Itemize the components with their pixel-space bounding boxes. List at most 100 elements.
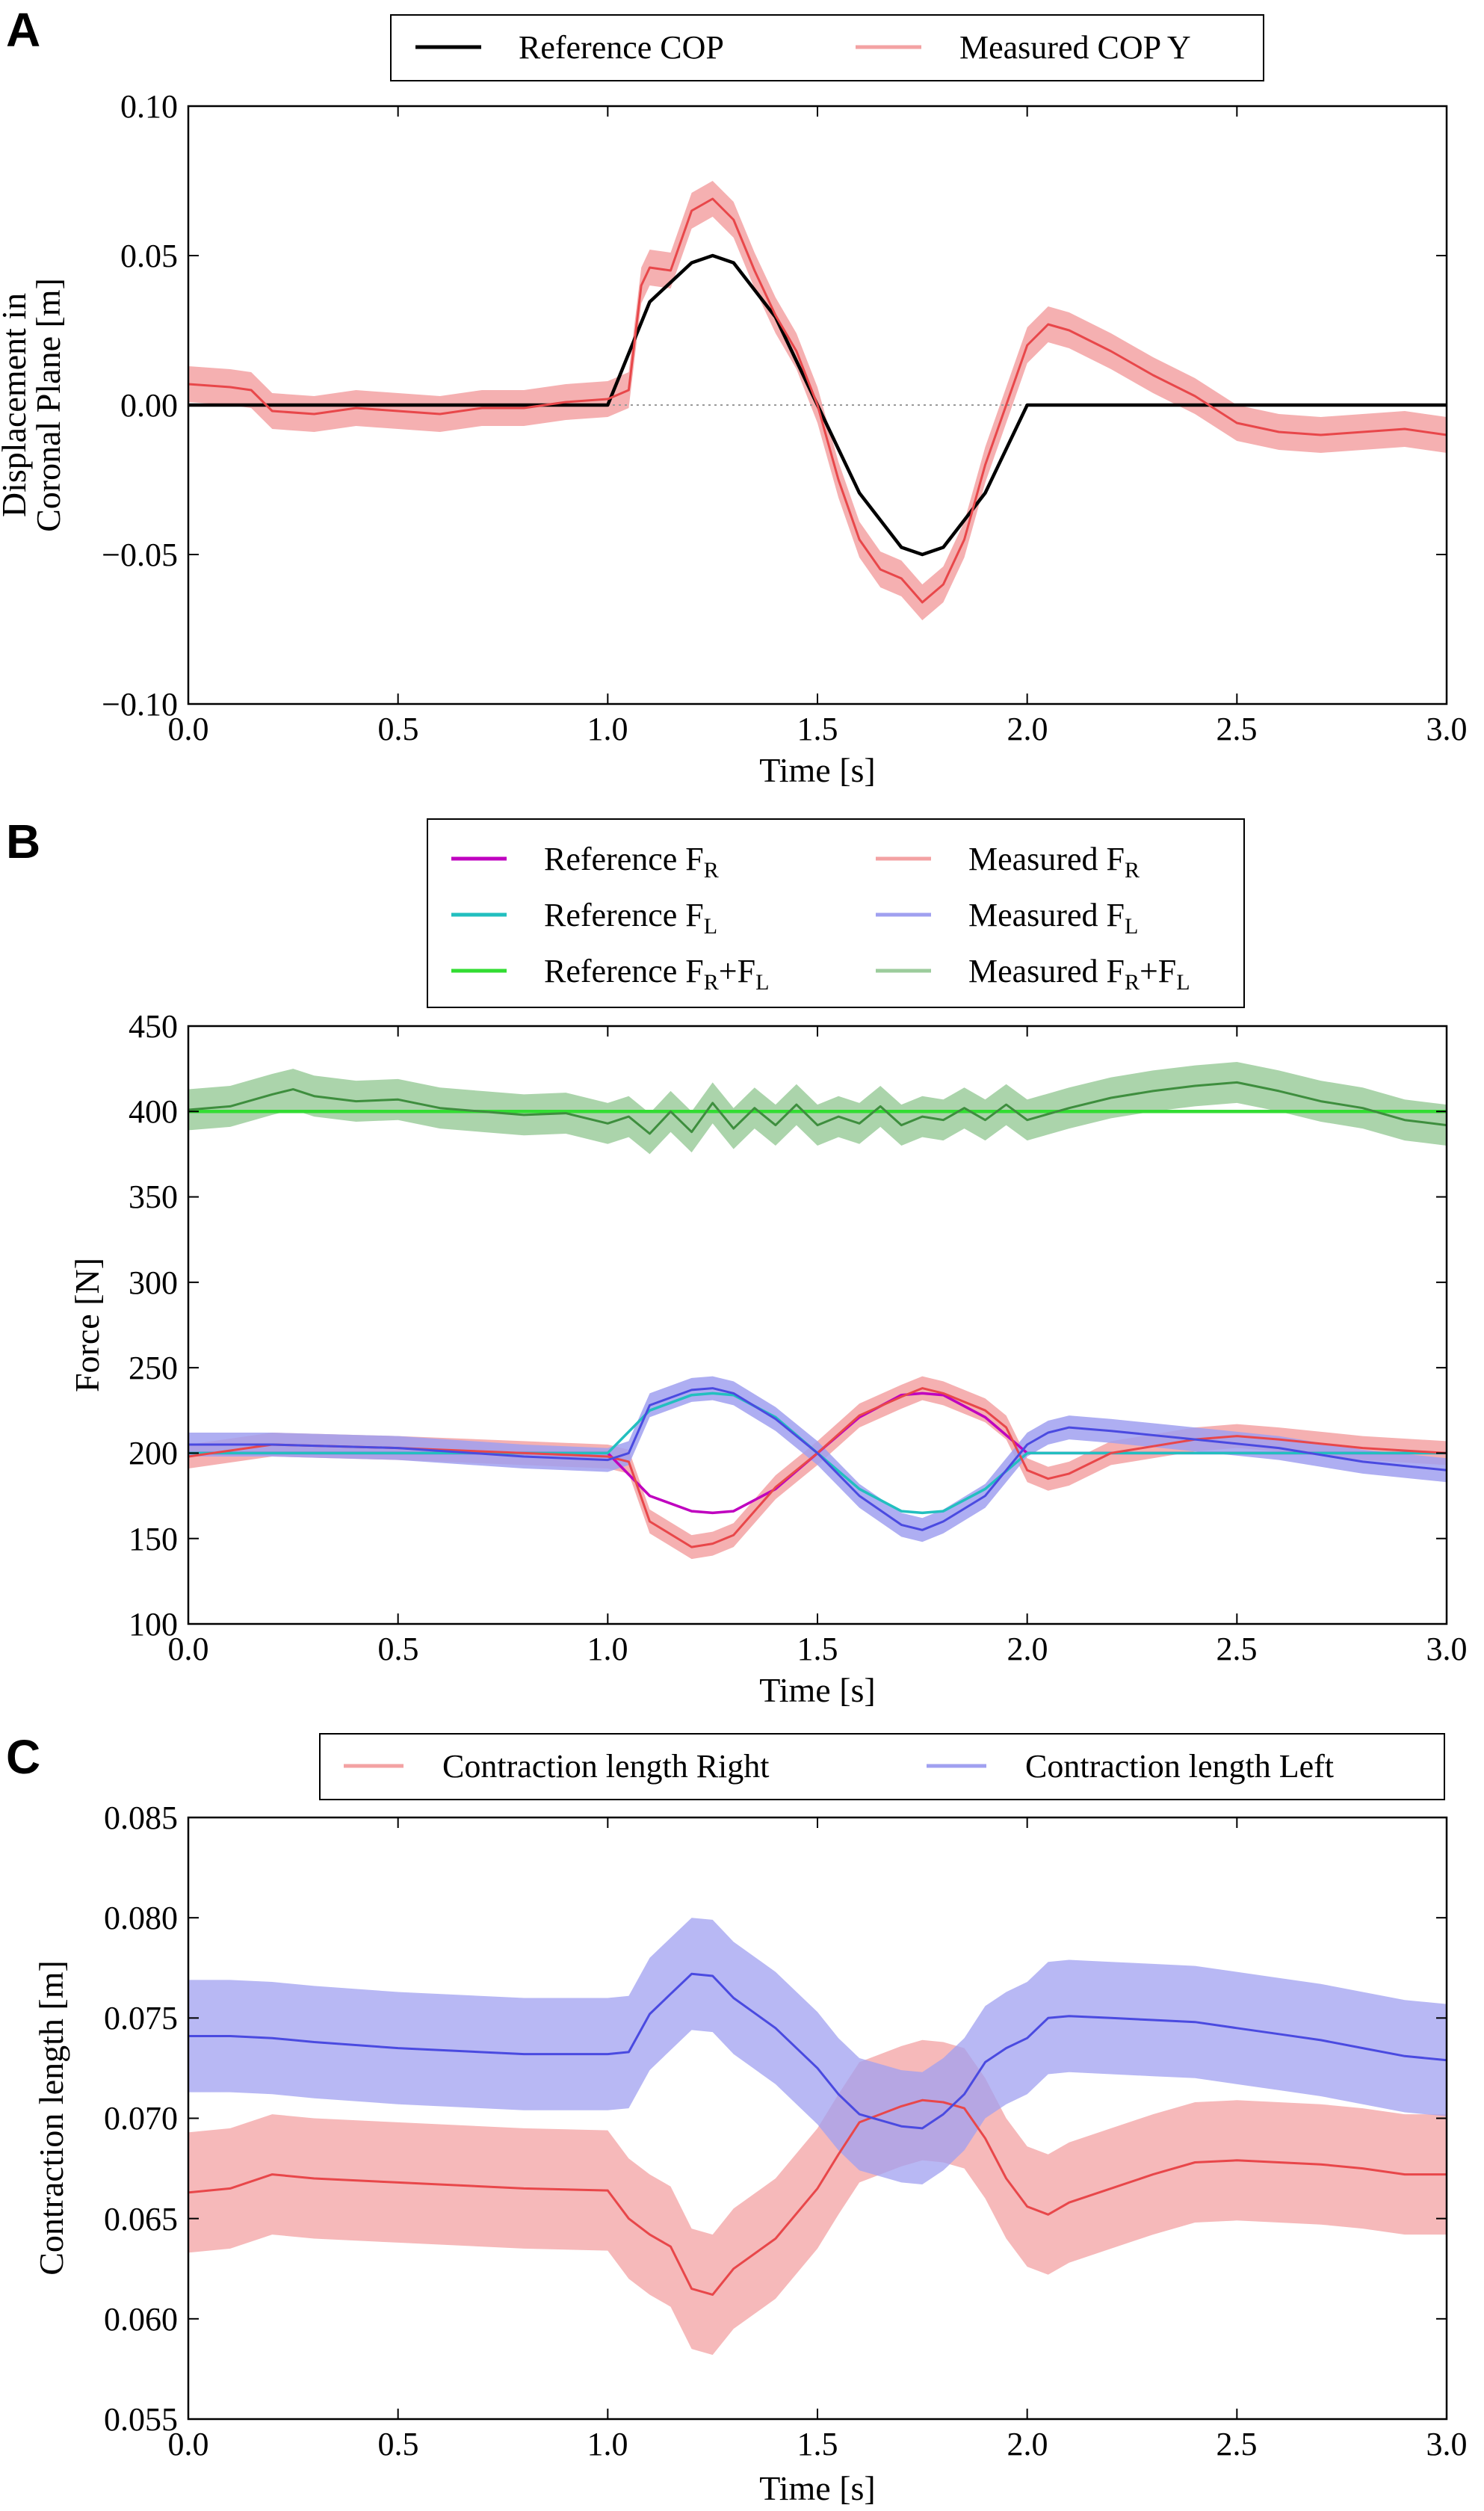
x-tick-label: 0.0 [168, 2426, 209, 2462]
y-tick-label: 250 [129, 1350, 178, 1386]
legend-label-measured-sum: Measured FR+FL [968, 953, 1190, 995]
legend-label-measured-cop-y: Measured COP Y [959, 29, 1191, 66]
contraction-left-line [188, 1972, 1447, 2130]
ticks-c [188, 1817, 1447, 2420]
x-tick-labels-a: 0.0 0.5 1.0 1.5 2.0 2.5 3.0 [168, 711, 1468, 747]
bands-a [188, 181, 1447, 620]
y-tick-label: 0.05 [120, 238, 178, 274]
x-tick-label: 0.5 [378, 2426, 419, 2462]
ticks-a [188, 105, 1447, 705]
x-tick-label: 2.5 [1216, 2426, 1258, 2462]
bands-c [188, 1918, 1447, 2356]
x-tick-label: 0.0 [168, 1631, 209, 1667]
x-tick-label: 2.0 [1007, 2426, 1048, 2462]
legend-label-contraction-right: Contraction length Right [442, 1748, 770, 1785]
lines-b [188, 1081, 1447, 1548]
x-tick-label: 1.0 [587, 711, 628, 747]
y-tick-labels-b: 100 150 200 250 300 350 400 450 [129, 1008, 178, 1643]
x-tick-label: 0.0 [168, 711, 209, 747]
x-tick-label: 1.0 [587, 1631, 628, 1667]
legend-label-reference-fr: Reference FR [544, 841, 719, 883]
y-tick-label: 0.075 [104, 2000, 178, 2036]
x-tick-label: 1.5 [797, 1631, 838, 1667]
y-axis-label-b: Force [N] [68, 1258, 106, 1392]
y-tick-label: 0.00 [120, 387, 178, 424]
x-tick-label: 1.0 [587, 2426, 628, 2462]
y-tick-label: 150 [129, 1521, 178, 1557]
x-axis-label-c: Time [s] [759, 2469, 876, 2507]
y-tick-label: 200 [129, 1435, 178, 1471]
x-tick-label: 1.5 [797, 711, 838, 747]
contraction-right-band [188, 2039, 1447, 2356]
x-tick-label: 3.0 [1426, 711, 1468, 747]
plot-area-a [187, 105, 1448, 705]
y-tick-label: 400 [129, 1093, 178, 1130]
legend-box-c [319, 1733, 1445, 1800]
legend-b: Reference FR Reference FL Reference FR+F… [427, 818, 1245, 1008]
plot-area-c [187, 1816, 1448, 2421]
panel-letter-a: A [6, 3, 40, 57]
y-tick-label: 450 [129, 1008, 178, 1045]
ticks-b [188, 1025, 1447, 1625]
legend-label-reference-cop: Reference COP [519, 29, 724, 66]
x-axis-label-a: Time [s] [759, 751, 876, 789]
x-tick-label: 0.5 [378, 1631, 419, 1667]
legend-label-measured-fr: Measured FR [968, 841, 1140, 883]
x-tick-label: 2.0 [1007, 1631, 1048, 1667]
y-tick-label: 0.070 [104, 2100, 178, 2137]
y-tick-label: 0.060 [104, 2301, 178, 2338]
x-tick-labels-b: 0.0 0.5 1.0 1.5 2.0 2.5 3.0 [168, 1631, 1468, 1667]
panel-b: B Reference FR Reference FL Reference FR… [6, 815, 1468, 1709]
y-tick-label: 350 [129, 1179, 178, 1215]
measured-fr-fl-band [188, 1062, 1447, 1155]
measured-fr-fl-line [188, 1081, 1447, 1135]
measured-fl-line [188, 1387, 1447, 1531]
x-tick-label: 0.5 [378, 711, 419, 747]
bands-b [188, 1062, 1447, 1560]
y-tick-label: −0.05 [102, 537, 178, 573]
y-tick-label: 100 [129, 1606, 178, 1643]
y-axis-label-a-line1: Displacement in [0, 293, 33, 517]
y-axis-label-c: Contraction length [m] [32, 1960, 70, 2276]
lines-c [188, 1972, 1447, 2297]
contraction-right-line [188, 2098, 1447, 2297]
x-tick-label: 2.5 [1216, 711, 1258, 747]
x-tick-label: 2.0 [1007, 711, 1048, 747]
legend-box-a [390, 14, 1264, 81]
x-tick-label: 1.5 [797, 2426, 838, 2462]
y-tick-label: −0.10 [102, 686, 178, 723]
measured-cop-y-band [188, 181, 1447, 620]
x-axis-label-b: Time [s] [759, 1671, 876, 1709]
lines-a [188, 197, 1447, 604]
legend-c: Contraction length Right Contraction len… [319, 1733, 1445, 1800]
measured-fr-line [188, 1387, 1447, 1548]
y-tick-labels-a: −0.10 −0.05 0.00 0.05 0.10 [102, 88, 178, 723]
y-tick-label: 0.055 [104, 2401, 178, 2438]
panel-letter-c: C [6, 1730, 40, 1784]
panel-letter-b: B [6, 815, 40, 868]
legend-box-b [427, 818, 1245, 1008]
legend-a: Reference COP Measured COP Y [390, 14, 1264, 81]
panel-a: A Reference COP Measured COP Y 0.0 0.5 1… [0, 3, 1468, 789]
contraction-left-band [188, 1918, 1447, 2184]
measured-cop-y-line [188, 197, 1447, 604]
measured-fr-band [188, 1376, 1447, 1560]
x-tick-label: 3.0 [1426, 1631, 1468, 1667]
panel-c: C Contraction length Right Contraction l… [6, 1730, 1468, 2507]
legend-label-reference-fl: Reference FL [544, 897, 717, 939]
y-tick-label: 0.080 [104, 1900, 178, 1936]
y-tick-label: 0.10 [120, 88, 178, 125]
x-tick-label: 2.5 [1216, 1631, 1258, 1667]
y-tick-label: 300 [129, 1264, 178, 1301]
legend-label-contraction-left: Contraction length Left [1025, 1748, 1334, 1785]
x-tick-labels-c: 0.0 0.5 1.0 1.5 2.0 2.5 3.0 [168, 2426, 1468, 2462]
legend-label-measured-fl: Measured FL [968, 897, 1138, 939]
y-tick-label: 0.065 [104, 2201, 178, 2237]
y-axis-label-a-line2: Coronal Plane [m] [29, 278, 67, 532]
legend-label-reference-sum: Reference FR+FL [544, 953, 769, 995]
plot-area-b [187, 1025, 1448, 1625]
y-tick-label: 0.085 [104, 1800, 178, 1836]
y-tick-labels-c: 0.055 0.060 0.065 0.070 0.075 0.080 0.08… [104, 1800, 178, 2438]
measured-fl-band [188, 1376, 1447, 1542]
